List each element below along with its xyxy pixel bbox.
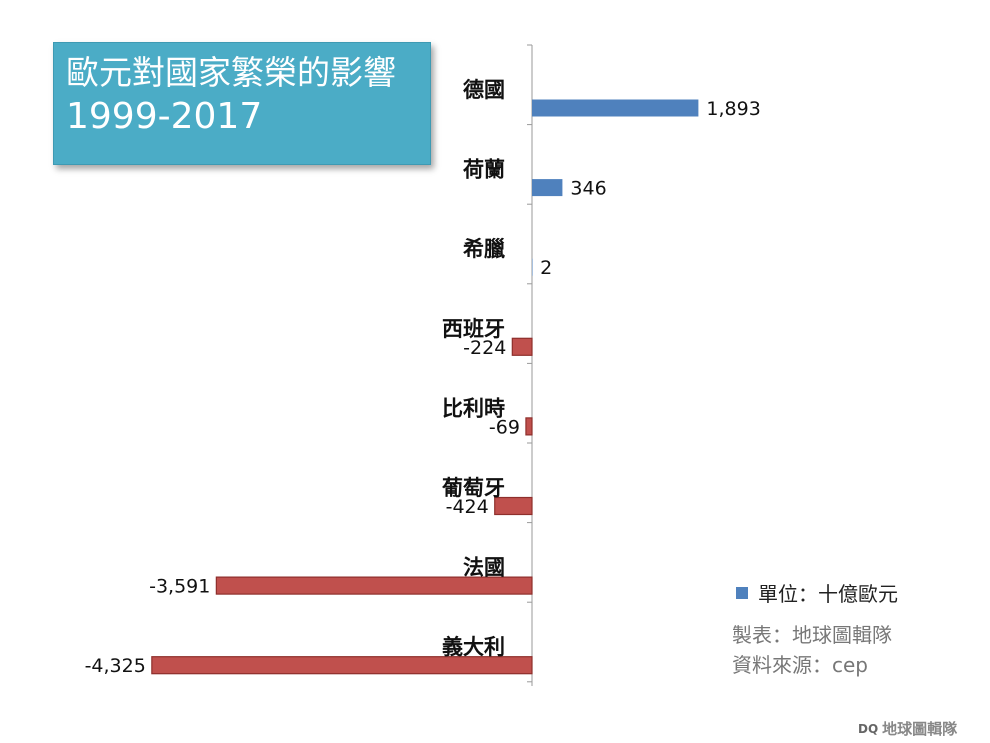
category-label: 法國 — [463, 556, 505, 580]
watermark-text: 地球圖輯隊 — [882, 720, 958, 738]
bar — [151, 656, 533, 675]
legend-swatch — [736, 586, 748, 599]
legend: 單位：十億歐元 — [736, 578, 898, 607]
watermark: DQ 地球圖輯隊 — [858, 718, 957, 739]
chart-title-box: 歐元對國家繁榮的影響 1999-2017 — [53, 42, 431, 165]
bar — [511, 337, 533, 356]
value-label: -424 — [446, 496, 489, 518]
watermark-logo: DQ — [858, 721, 879, 736]
category-label: 荷蘭 — [463, 158, 505, 182]
value-label: 2 — [540, 257, 552, 279]
value-label: -4,325 — [85, 655, 146, 677]
value-label: -224 — [463, 337, 506, 359]
bar — [532, 179, 563, 197]
axis-ticks — [527, 44, 532, 683]
category-label: 希臘 — [463, 237, 505, 261]
category-label: 葡萄牙 — [441, 476, 505, 500]
value-label: 346 — [570, 178, 606, 200]
chart-title: 歐元對國家繁榮的影響 — [66, 53, 396, 92]
made-by-text: 製表：地球圖輯隊 — [732, 623, 892, 647]
credits: 製表：地球圖輯隊 資料來源：cep — [732, 620, 892, 680]
value-label: -3,591 — [149, 576, 210, 598]
value-label: 1,893 — [706, 98, 760, 120]
bar-group — [151, 99, 699, 675]
bar — [532, 99, 699, 117]
category-label: 德國 — [463, 78, 505, 102]
category-label: 西班牙 — [442, 317, 505, 341]
bar — [532, 258, 533, 276]
category-label: 比利時 — [442, 396, 505, 420]
category-label: 義大利 — [442, 635, 505, 659]
legend-label: 單位：十億歐元 — [758, 582, 898, 606]
bar — [525, 417, 533, 436]
chart-title-years: 1999-2017 — [66, 96, 263, 137]
value-labels: 1,893 346 2 -224 -69 -424 -3,591 -4,325 — [85, 98, 761, 677]
bar — [215, 576, 533, 595]
source-text: 資料來源：cep — [732, 653, 868, 677]
bar — [494, 496, 533, 516]
value-label: -69 — [489, 416, 520, 438]
